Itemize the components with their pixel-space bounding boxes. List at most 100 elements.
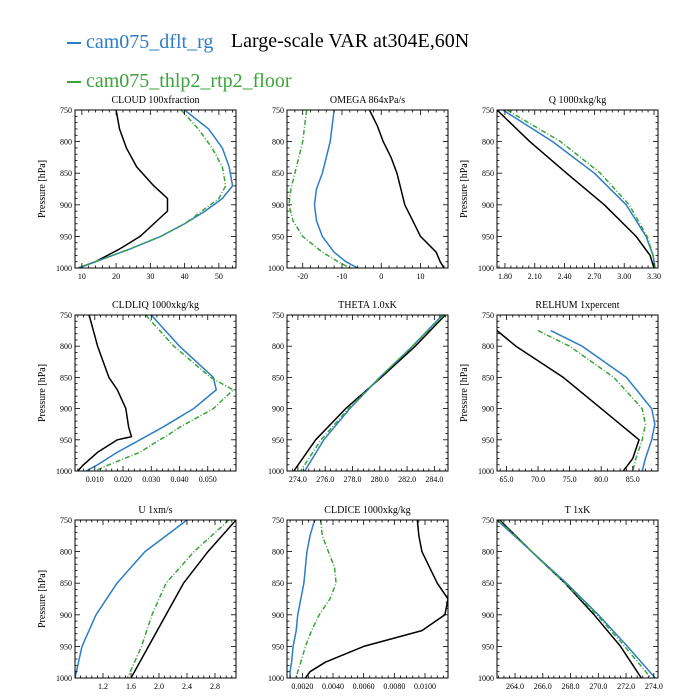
- panel-title: T 1xK: [565, 505, 591, 516]
- y-tick-label: 850: [482, 373, 494, 382]
- panel-title: U 1xm/s: [138, 505, 172, 516]
- series-line-black: [499, 520, 642, 678]
- x-tick-label: 0.010: [86, 475, 104, 484]
- x-tick-label: 268.0: [562, 682, 580, 691]
- y-tick-label: 1000: [478, 264, 494, 273]
- y-tick-label: 900: [482, 405, 494, 414]
- y-tick-label: 1000: [478, 674, 494, 683]
- x-tick-label: 20: [112, 272, 120, 281]
- x-tick-label: 2.0: [154, 682, 164, 691]
- y-tick-label: 1000: [268, 264, 284, 273]
- x-tick-label: 2.10: [528, 272, 542, 281]
- y-tick-label: 850: [272, 579, 284, 588]
- x-tick-label: 70.0: [531, 475, 545, 484]
- x-tick-label: 0: [379, 272, 383, 281]
- plot-frame: [74, 519, 237, 679]
- plot-frame: [286, 109, 449, 269]
- panel-title: CLOUD 100xfraction: [111, 95, 199, 106]
- plot-frame: [286, 314, 449, 472]
- series-line-black: [497, 330, 640, 471]
- x-tick-label: 274.0: [289, 475, 307, 484]
- x-tick-label: 282.0: [398, 475, 416, 484]
- series-line-blue: [313, 110, 359, 268]
- y-tick-label: 750: [482, 106, 494, 115]
- series-line-green: [506, 110, 656, 268]
- y-tick-label: 900: [60, 405, 72, 414]
- x-tick-label: 1.6: [126, 682, 136, 691]
- y-tick-label: 950: [272, 642, 284, 651]
- panel-5: THETA 1.0xK 750 800 850 900 950 1000 274.0 276.0…: [268, 300, 449, 484]
- x-tick-label: 0.0060: [353, 682, 375, 691]
- x-tick-label: 10: [78, 272, 86, 281]
- plot-frame: [496, 109, 659, 269]
- series-line-green: [300, 315, 445, 471]
- series-line-black: [497, 110, 655, 268]
- x-tick-label: 50: [215, 272, 223, 281]
- x-tick-label: 266.0: [534, 682, 552, 691]
- x-tick-label: 75.0: [563, 475, 577, 484]
- y-tick-label: 900: [60, 201, 72, 210]
- x-tick-label: 0.020: [114, 475, 132, 484]
- y-axis-label: Pressure [hPa]: [459, 364, 470, 422]
- x-tick-label: 80.0: [594, 475, 608, 484]
- plot-frame: [74, 314, 237, 472]
- series-line-blue: [289, 520, 316, 678]
- x-tick-label: 280.0: [371, 475, 389, 484]
- x-tick-label: 0.0020: [291, 682, 313, 691]
- y-tick-label: 750: [60, 516, 72, 525]
- legend-label-floor: cam075_thlp2_rtp2_floor: [86, 70, 292, 92]
- x-tick-label: 2.40: [558, 272, 572, 281]
- panel-title: RELHUM 1xpercent: [535, 300, 619, 311]
- y-tick-label: 950: [482, 642, 494, 651]
- series-line-blue: [550, 329, 656, 471]
- x-tick-label: 65.0: [499, 475, 513, 484]
- series-line-black: [78, 110, 169, 268]
- plot-frame: [496, 314, 659, 472]
- plot-frame: [74, 109, 237, 269]
- x-tick-label: 284.0: [425, 475, 443, 484]
- y-tick-label: 950: [272, 232, 284, 241]
- y-tick-label: 950: [482, 436, 494, 445]
- x-tick-label: 85.0: [626, 475, 640, 484]
- x-tick-label: 3.30: [647, 272, 661, 281]
- series-line-blue: [85, 315, 217, 471]
- y-tick-label: 750: [60, 311, 72, 320]
- y-tick-label: 750: [272, 311, 284, 320]
- y-tick-label: 1000: [268, 674, 284, 683]
- panel-title: CLDICE 1000xkg/kg: [324, 505, 410, 516]
- y-tick-label: 950: [60, 436, 72, 445]
- x-tick-label: 0.0100: [414, 682, 436, 691]
- x-tick-label: 270.0: [589, 682, 607, 691]
- legend-line-dflt: [67, 42, 81, 44]
- panel-2: OMEGA 864xPa/s 750 800 850 900 950 1000 -20 -10 0…: [268, 95, 449, 281]
- series-line-green: [78, 110, 227, 268]
- y-tick-label: 800: [60, 548, 72, 557]
- y-tick-label: 750: [482, 311, 494, 320]
- series-line-black: [130, 520, 236, 678]
- y-tick-label: 900: [482, 201, 494, 210]
- panel-8: CLDICE 1000xkg/kg 750 800 850 900 950 1000 0.00…: [268, 505, 449, 691]
- series-line-blue: [502, 110, 656, 268]
- y-tick-label: 800: [60, 138, 72, 147]
- y-tick-label: 950: [60, 642, 72, 651]
- y-tick-label: 800: [272, 138, 284, 147]
- y-tick-label: 1000: [56, 467, 72, 476]
- y-axis-label: Pressure [hPa]: [459, 160, 470, 218]
- panel-title: CLDLIQ 1000xkg/kg: [112, 300, 199, 311]
- x-tick-label: 10: [417, 272, 425, 281]
- series-line-blue: [78, 110, 234, 268]
- panel-3: Q 1000xkg/kg Pressure [hPa] 750 800 850 900 95…: [459, 95, 661, 281]
- series-line-black: [304, 520, 448, 678]
- plot-frame: [286, 519, 449, 679]
- panel-title: THETA 1.0xK: [338, 300, 397, 311]
- y-tick-label: 800: [482, 138, 494, 147]
- y-tick-label: 850: [60, 169, 72, 178]
- x-tick-label: 0.050: [199, 475, 217, 484]
- y-tick-label: 950: [60, 232, 72, 241]
- x-tick-label: 0.0040: [322, 682, 344, 691]
- legend-label-dflt: cam075_dflt_rg: [86, 31, 214, 53]
- y-tick-label: 1000: [268, 467, 284, 476]
- series-line-blue: [75, 520, 188, 678]
- panel-title: OMEGA 864xPa/s: [330, 95, 405, 106]
- x-tick-label: 0.040: [171, 475, 189, 484]
